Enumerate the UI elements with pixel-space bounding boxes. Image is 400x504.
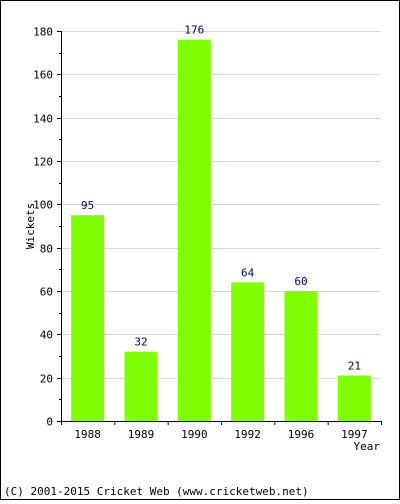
value-label: 95	[81, 199, 94, 212]
bar-1989	[124, 351, 158, 421]
x-axis-ticks: 1988 1989 1990 1992 1996 1997	[61, 421, 382, 441]
y-axis-ticks: 0 20 40 60 80 100 120 140 160 180	[33, 26, 61, 429]
bar-1992	[231, 282, 265, 421]
x-axis-label: Year	[354, 440, 381, 453]
y-tick-label: 120	[33, 156, 53, 169]
y-tick-label: 0	[46, 416, 53, 429]
x-tick-label: 1997	[341, 428, 368, 441]
y-tick-label: 100	[33, 199, 53, 212]
y-tick-label: 60	[40, 286, 53, 299]
bar-1996	[284, 291, 318, 421]
value-label: 32	[134, 336, 147, 349]
bar-1997	[337, 375, 371, 421]
x-tick-label: 1989	[128, 428, 155, 441]
y-tick-label: 20	[40, 373, 53, 386]
y-axis-label: Wickets	[24, 203, 37, 249]
value-label: 64	[241, 266, 255, 279]
copyright-footer: (C) 2001-2015 Cricket Web (www.cricketwe…	[4, 485, 309, 498]
y-tick-label: 40	[40, 329, 53, 342]
bars	[71, 39, 371, 422]
x-tick-label: 1988	[74, 428, 101, 441]
value-label: 60	[294, 275, 307, 288]
value-label: 21	[348, 360, 361, 373]
x-tick-label: 1990	[181, 428, 208, 441]
y-tick-label: 160	[33, 69, 53, 82]
bar-1988	[71, 215, 105, 421]
value-labels: 95 32 176 64 60 21	[81, 24, 361, 373]
bar-1990	[177, 39, 211, 422]
value-label: 176	[184, 24, 204, 37]
x-tick-label: 1992	[234, 428, 261, 441]
x-tick-label: 1996	[288, 428, 315, 441]
y-tick-label: 140	[33, 113, 53, 126]
y-tick-label: 80	[40, 243, 53, 256]
gridlines	[61, 31, 381, 379]
y-tick-label: 180	[33, 26, 53, 39]
